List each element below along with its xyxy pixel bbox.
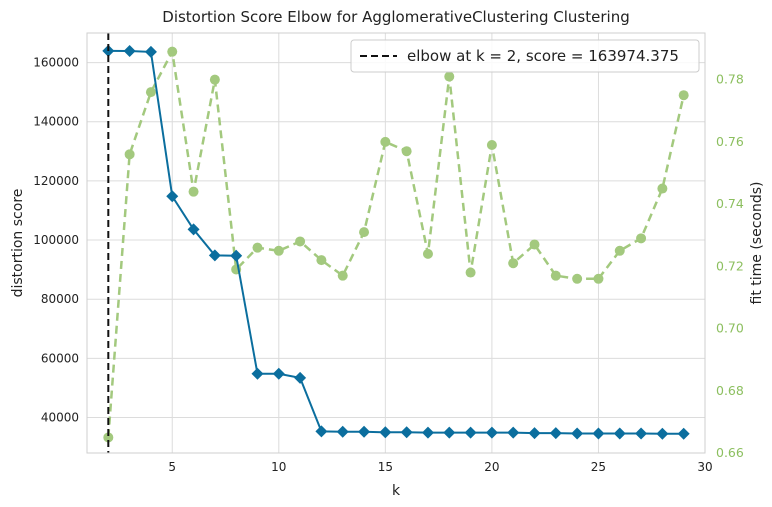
fit-time-point [550, 270, 561, 281]
y-tick-label: 40000 [41, 411, 79, 425]
fit-time-point [657, 183, 668, 194]
y-tick-label: 100000 [33, 233, 79, 247]
distortion-score-point [677, 427, 690, 440]
fit-time-point [678, 90, 689, 101]
grid [87, 33, 706, 453]
fit-time-point [252, 242, 263, 253]
distortion-score-point [208, 249, 221, 262]
distortion-score-point [656, 427, 669, 440]
y2-tick-label: 0.66 [716, 445, 744, 460]
fit-time-point [572, 273, 583, 284]
fit-time-point [401, 146, 412, 157]
fit-time-point [486, 140, 497, 150]
series-layer [102, 33, 690, 453]
distortion-score-point [294, 371, 307, 384]
distortion-score-point [635, 427, 648, 440]
y2-axis-label: fit time (seconds) [749, 182, 765, 305]
distortion-score-point [272, 367, 285, 380]
x-tick-label: 20 [484, 460, 499, 474]
distortion-score-point [421, 426, 434, 439]
distortion-score-point [507, 426, 520, 439]
fit-time-point [316, 255, 327, 266]
fit-time-point [103, 432, 114, 443]
legend-elbow-label: elbow at k = 2, score = 163974.375 [407, 47, 679, 65]
tick-labels: 5 10 15 20 25 30 40000 60000 80000 100000 120000 14… [33, 56, 744, 474]
distortion-score-point [358, 425, 371, 438]
y-tick-label: 140000 [33, 115, 79, 129]
y2-tick-label: 0.72 [716, 258, 744, 273]
distortion-score-point [336, 425, 349, 438]
fit-time-point [273, 245, 284, 256]
x-axis-label: k [392, 483, 401, 499]
fit-time-point [359, 227, 370, 238]
distortion-score-point [166, 190, 179, 203]
fit-time-point [380, 136, 391, 147]
distortion-score-point [251, 367, 264, 380]
y2-tick-label: 0.78 [716, 72, 744, 87]
distortion-score-line [108, 49, 684, 435]
x-tick-label: 15 [378, 460, 393, 474]
fit-time-point [508, 258, 519, 269]
fit-time-point [529, 239, 540, 250]
distortion-score-point [230, 249, 243, 262]
x-tick-label: 30 [697, 460, 712, 474]
x-tick-label: 25 [591, 460, 606, 474]
fit-time-point [145, 87, 156, 98]
y2-tick-label: 0.76 [716, 134, 744, 149]
fit-time-point [167, 46, 178, 57]
fit-time-point [422, 248, 433, 259]
distortion-score-point [123, 45, 136, 58]
y2-tick-label: 0.74 [716, 196, 744, 211]
y-tick-label: 80000 [41, 292, 79, 306]
distortion-score-point [485, 426, 498, 439]
distortion-score-point [315, 425, 328, 438]
distortion-score-point [571, 427, 584, 440]
y-tick-label: 120000 [33, 174, 79, 188]
distortion-score-point [400, 426, 413, 439]
fit-time-point [465, 267, 476, 278]
fit-time-point [188, 186, 199, 197]
distortion-score-point [379, 426, 392, 439]
fit-time-point [295, 236, 306, 247]
fit-time-point [124, 149, 135, 160]
y-tick-label: 60000 [41, 351, 79, 365]
plot-area [87, 33, 705, 453]
fit-time-point [636, 233, 647, 244]
legend: elbow at k = 2, score = 163974.375 [350, 39, 700, 73]
fit-time-point [209, 74, 220, 85]
distortion-score-point [613, 427, 626, 440]
x-tick-label: 5 [168, 460, 176, 474]
fit-time-point [444, 71, 455, 82]
distortion-score-point [144, 45, 157, 58]
distortion-score-point [443, 426, 456, 439]
fit-time-point [593, 273, 604, 284]
distortion-score-point [464, 426, 477, 439]
y-tick-label: 160000 [33, 56, 79, 70]
fit-time-point [614, 245, 625, 256]
distortion-score-point [549, 427, 562, 440]
distortion-score-point [528, 427, 541, 440]
y2-tick-label: 0.68 [716, 383, 744, 398]
distortion-score-point [187, 223, 200, 236]
y-axis-label: distortion score [10, 189, 26, 298]
fit-time-point [337, 270, 348, 281]
x-tick-label: 10 [271, 460, 286, 474]
fit-time-line [107, 47, 685, 438]
distortion-score-point [592, 427, 605, 440]
plot-frame [86, 32, 706, 454]
legend-box [350, 39, 700, 73]
y2-tick-label: 0.70 [716, 321, 744, 336]
plot-border [86, 32, 706, 454]
chart-title: Distortion Score Elbow for Agglomerative… [162, 8, 629, 26]
